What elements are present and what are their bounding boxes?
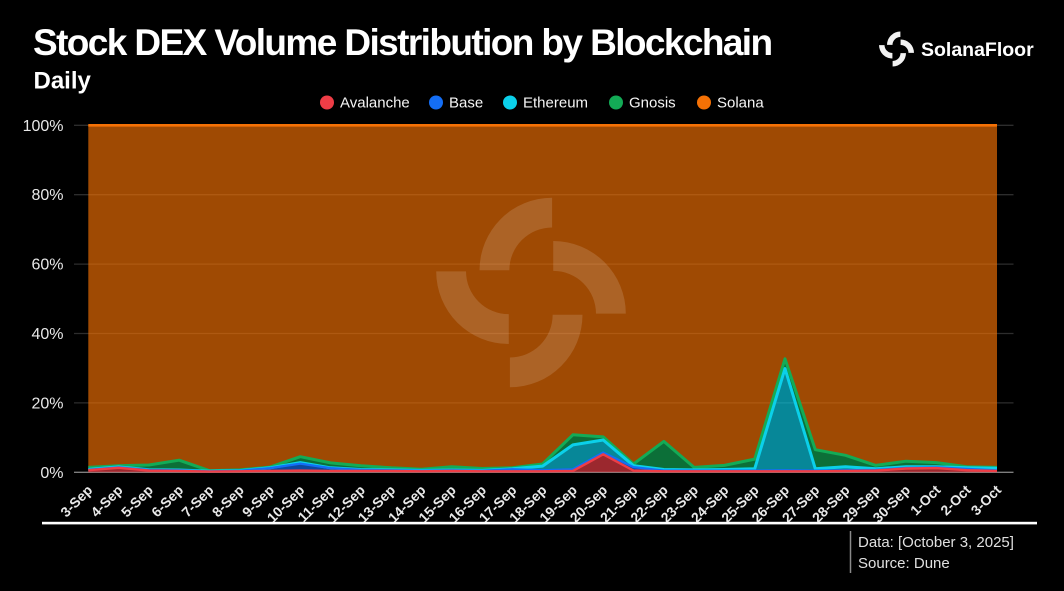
svg-text:80%: 80%: [31, 187, 63, 204]
svg-text:40%: 40%: [31, 326, 63, 343]
svg-text:Daily: Daily: [34, 68, 92, 95]
svg-text:Solana: Solana: [717, 95, 764, 112]
svg-text:Stock DEX Volume Distribution: Stock DEX Volume Distribution by Blockch…: [33, 22, 771, 63]
svg-text:Gnosis: Gnosis: [629, 95, 676, 112]
svg-text:100%: 100%: [23, 118, 64, 135]
svg-text:Source: Dune: Source: Dune: [858, 555, 950, 572]
svg-text:Data: [October 3, 2025]: Data: [October 3, 2025]: [858, 534, 1014, 551]
svg-text:Ethereum: Ethereum: [523, 95, 588, 112]
svg-text:Avalanche: Avalanche: [340, 95, 410, 112]
svg-text:0%: 0%: [40, 465, 63, 482]
svg-text:60%: 60%: [31, 257, 63, 274]
svg-text:SolanaFloor: SolanaFloor: [921, 39, 1034, 61]
svg-text:20%: 20%: [31, 395, 63, 412]
svg-text:Base: Base: [449, 95, 483, 112]
